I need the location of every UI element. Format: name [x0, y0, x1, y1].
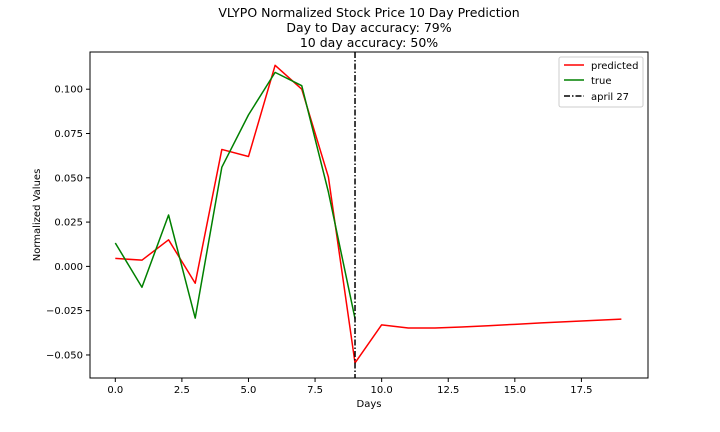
- series-line-predicted: [115, 64, 622, 364]
- y-tick-label: 0.000: [54, 262, 83, 273]
- y-axis-label: Normalized Values: [32, 169, 43, 262]
- legend-label-true: true: [591, 76, 612, 87]
- x-tick-label: 10.0: [371, 385, 393, 396]
- x-tick-label: 0.0: [107, 385, 123, 396]
- chart-title-line-3: 10 day accuracy: 50%: [300, 35, 438, 50]
- legend-label-april-27: april 27: [591, 92, 629, 103]
- plot-frame: [89, 51, 649, 379]
- chart-title-line-2: Day to Day accuracy: 79%: [286, 20, 451, 35]
- plot-area: [114, 52, 622, 378]
- legend: predicted true april 27: [558, 56, 644, 108]
- y-tick-label: −0.025: [46, 306, 83, 317]
- x-tick-label: 5.0: [241, 385, 257, 396]
- x-axis-label: Days: [357, 399, 382, 410]
- y-tick-label: 0.075: [54, 129, 83, 140]
- chart-title-line-1: VLYPO Normalized Stock Price 10 Day Pred…: [218, 5, 519, 20]
- x-tick-label: 15.0: [504, 385, 526, 396]
- y-tick-label: 0.025: [54, 218, 83, 229]
- series-line-true: [114, 71, 356, 319]
- y-tick-label: 0.050: [54, 173, 83, 184]
- x-tick-label: 17.5: [570, 385, 592, 396]
- x-axis: 0.0 2.5 5.0 7.5 10.0 12.5 15.0 17.5: [107, 378, 593, 396]
- legend-box: [558, 56, 644, 108]
- x-tick-label: 2.5: [174, 385, 190, 396]
- y-tick-label: −0.050: [46, 350, 83, 361]
- y-axis: −0.050 −0.025 0.000 0.025 0.050 0.075 0.100: [46, 85, 90, 361]
- x-tick-label: 7.5: [307, 385, 323, 396]
- legend-label-predicted: predicted: [591, 61, 638, 72]
- x-tick-label: 12.5: [437, 385, 459, 396]
- y-tick-label: 0.100: [54, 85, 83, 96]
